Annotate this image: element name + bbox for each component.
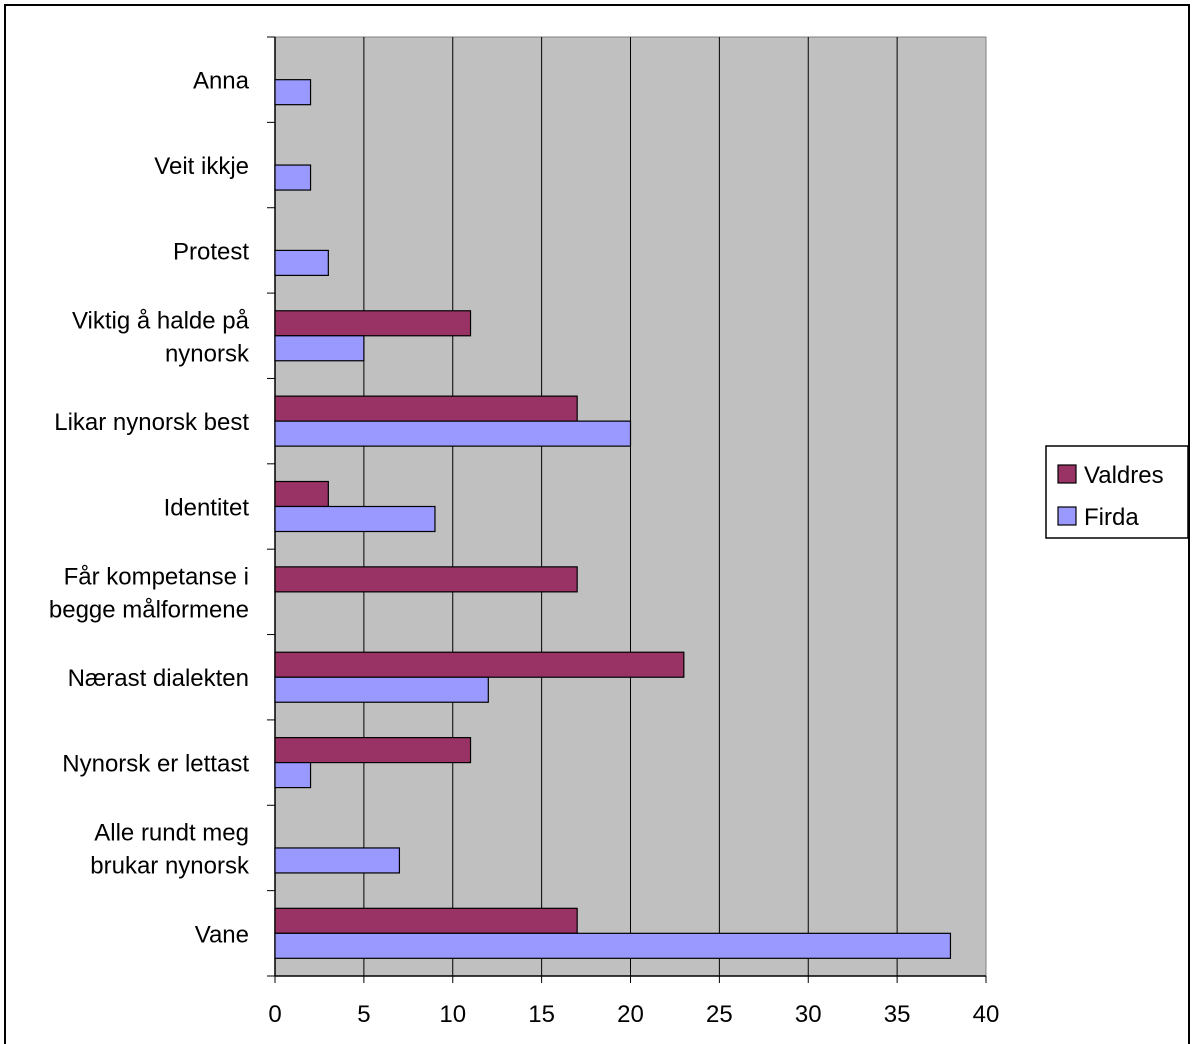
x-tick-label: 0: [268, 1001, 281, 1028]
category-label: nynorsk: [165, 340, 250, 367]
bar-valdres: [274, 651, 685, 678]
x-tick-label: 40: [973, 1001, 1000, 1028]
bar-firda: [274, 847, 401, 874]
bar-firda: [274, 761, 312, 789]
bar-firda: [274, 79, 312, 106]
bars: [274, 79, 952, 959]
legend-swatch: [1057, 464, 1077, 484]
legend-swatch: [1057, 506, 1077, 526]
x-tick-label: 10: [439, 1001, 466, 1028]
category-label: Veit ikkje: [154, 153, 249, 180]
category-label: Likar nynorsk best: [54, 409, 249, 436]
bar-firda: [274, 420, 632, 447]
category-label: Identitet: [164, 495, 250, 522]
legend: Valdres Firda: [1045, 445, 1189, 539]
bar-valdres: [274, 907, 578, 934]
bar-firda: [274, 932, 952, 959]
x-tick-label: 30: [795, 1001, 822, 1028]
bar-firda: [274, 505, 436, 533]
category-labels: Vane Alle rundt meg brukar nynorsk Nynorsk …: [49, 68, 250, 949]
category-label: begge målformene: [49, 596, 249, 623]
x-tick-label: 5: [357, 1001, 370, 1028]
category-label: Protest: [173, 238, 249, 265]
bar-firda: [274, 676, 489, 703]
x-tick-label: 25: [706, 1001, 733, 1028]
category-label: Får kompetanse i: [64, 563, 249, 590]
bar-firda: [274, 249, 329, 277]
category-label: Alle rundt meg: [94, 819, 249, 846]
bar-valdres: [274, 566, 578, 593]
bar-firda: [274, 164, 312, 191]
x-axis-ticks: 0 5 10 15 20 25 30 35 40: [268, 976, 999, 1028]
legend-label: Valdres: [1084, 462, 1164, 489]
legend-label: Firda: [1084, 504, 1139, 531]
bar-firda: [274, 335, 365, 362]
bar-valdres: [274, 736, 472, 764]
category-label: Nynorsk er lettast: [62, 751, 249, 778]
x-tick-label: 20: [617, 1001, 644, 1028]
category-label: Viktig å halde på: [72, 307, 250, 334]
bar-valdres: [274, 310, 472, 337]
category-label: Anna: [193, 68, 250, 95]
category-label: brukar nynorsk: [90, 852, 250, 879]
category-label: Nærast dialekten: [68, 665, 249, 692]
bar-valdres: [274, 480, 329, 508]
x-tick-label: 35: [884, 1001, 911, 1028]
x-tick-label: 15: [528, 1001, 555, 1028]
category-label: Vane: [195, 921, 249, 948]
bar-valdres: [274, 395, 578, 422]
